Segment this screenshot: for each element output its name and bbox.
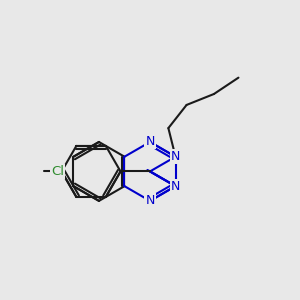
Text: N: N (171, 180, 180, 193)
Text: Cl: Cl (51, 165, 64, 178)
Text: N: N (171, 150, 180, 163)
Text: N: N (145, 136, 155, 148)
Text: N: N (145, 194, 155, 207)
